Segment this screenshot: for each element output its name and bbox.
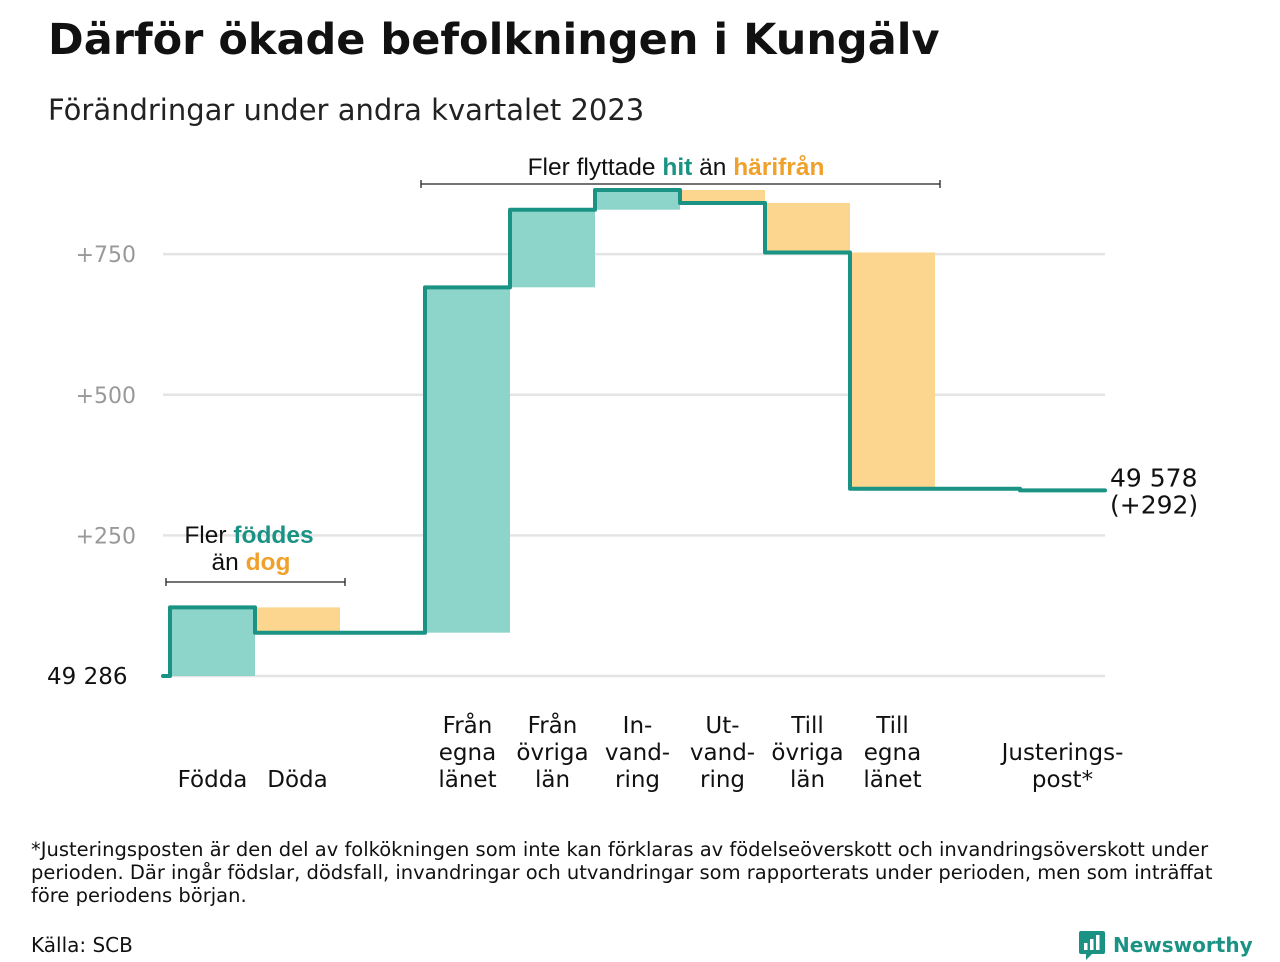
brand-logo: Newsworthy <box>1078 928 1253 962</box>
births-annotation: Fler föddes än dog <box>165 522 346 586</box>
x-category-label: Från <box>443 711 493 739</box>
footnote: *Justeringsposten är den del av folkökni… <box>31 838 1213 907</box>
cumulative-line <box>161 188 1107 678</box>
births-annotation-prefix-2: än <box>212 549 239 576</box>
x-category-label: ring <box>615 767 660 793</box>
migration-annotation-prefix: Fler flyttade <box>528 154 656 181</box>
y-tick-label: +750 <box>76 243 136 268</box>
migration-annotation-middle: än <box>699 154 726 181</box>
x-category-label: län <box>790 767 825 793</box>
births-annotation-highlight: föddes <box>233 522 313 549</box>
waterfall-bar <box>510 209 595 288</box>
end-value-label: 49 578 <box>1110 463 1197 492</box>
x-category-label: vand- <box>690 740 755 766</box>
x-category-label: län <box>535 767 570 793</box>
x-category-label: egna <box>864 740 921 766</box>
waterfall-bar <box>255 607 340 633</box>
x-category-label: länet <box>438 767 496 793</box>
chart-title: Därför ökade befolkningen i Kungälv <box>48 15 940 65</box>
migration-bracket <box>420 180 941 188</box>
x-category-label: Födda <box>178 767 248 793</box>
x-category-label: Justerings- <box>1000 740 1124 766</box>
migration-annotation: Fler flyttade hit än härifrån <box>420 154 941 188</box>
migration-annotation-highlight-1: hit <box>662 154 692 181</box>
x-category-label: egna <box>439 740 496 766</box>
x-category-label: vand- <box>605 740 670 766</box>
x-category-label: övriga <box>516 740 588 766</box>
births-bracket <box>165 578 346 586</box>
x-category-label: övriga <box>771 740 843 766</box>
chart-subtitle: Förändringar under andra kvartalet 2023 <box>48 93 645 127</box>
x-category-label: Till <box>875 713 909 739</box>
start-value-label: 49 286 <box>47 664 127 690</box>
y-tick-label: +500 <box>76 384 136 409</box>
source-note: Källa: SCB <box>31 933 133 957</box>
newsworthy-logo-icon <box>1079 931 1105 960</box>
svg-text:än dog: än dog <box>212 549 291 576</box>
waterfall-bar <box>680 190 765 203</box>
waterfall-bar <box>765 202 850 253</box>
end-change-label: (+292) <box>1110 490 1198 519</box>
x-category-label: länet <box>863 767 921 793</box>
x-category-label: Från <box>528 711 578 739</box>
brand-name: Newsworthy <box>1113 933 1253 957</box>
waterfall-bar <box>595 190 680 210</box>
births-annotation-prefix: Fler <box>184 522 226 549</box>
migration-annotation-highlight-2: härifrån <box>733 154 824 181</box>
x-category-label: Döda <box>267 767 327 793</box>
x-category-label: Ut- <box>705 713 739 739</box>
svg-text:Fler flyttade hit: Fler flyttade hit än härifrån <box>528 154 825 181</box>
y-tick-label: +250 <box>76 524 136 549</box>
x-category-label: post* <box>1032 767 1093 793</box>
waterfall-bar <box>170 607 255 676</box>
x-category-label: In- <box>623 713 653 739</box>
svg-text:Fler föddes: Fler föddes <box>184 522 313 549</box>
x-category-label: Till <box>790 713 824 739</box>
waterfall-bar <box>425 287 510 633</box>
waterfall-bar <box>850 252 935 489</box>
x-category-label: ring <box>700 767 745 793</box>
births-annotation-highlight-2: dog <box>246 549 291 576</box>
